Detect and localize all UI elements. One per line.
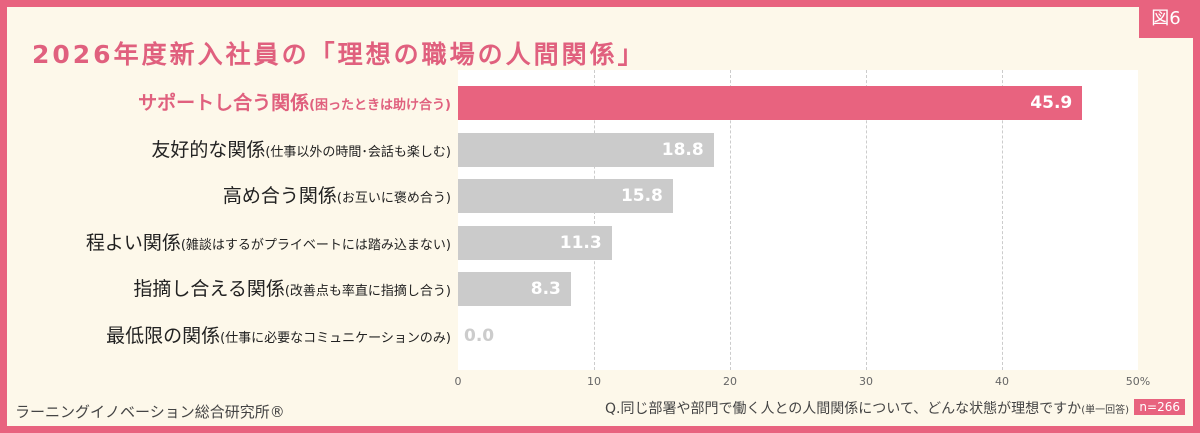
category-main: 友好的な関係	[151, 138, 266, 161]
gridline	[594, 70, 595, 370]
category-sub: (仕事以外の時間･会話も楽しむ)	[265, 144, 451, 160]
bar	[458, 86, 1083, 120]
survey-question: Q.同じ部署や部門で働く人との人間関係について、どんな状態が理想ですか(単一回答…	[605, 398, 1129, 418]
bar	[458, 225, 612, 260]
x-tick-label: 0	[454, 375, 462, 388]
chart-title: 2026年度新入社員の「理想の職場の人間関係」	[32, 40, 646, 69]
source-credit: ラーニングイノベーション総合研究所®	[15, 403, 285, 421]
category-label: 友好的な関係(仕事以外の時間･会話も楽しむ)	[151, 133, 451, 167]
bar	[458, 132, 714, 167]
category-main: 高め合う関係	[222, 185, 337, 208]
data-label: 45.9	[1030, 93, 1073, 113]
category-label: サポートし合う関係(困ったときは助け合う)	[138, 86, 451, 120]
x-tick-label: 50%	[1125, 375, 1151, 388]
x-tick-label: 40	[995, 375, 1009, 388]
category-sub: (困ったときは助け合う)	[309, 98, 451, 113]
category-sub: (雑談はするがプライベートには踏み込まない)	[180, 237, 451, 253]
data-label: 0.0	[464, 326, 495, 346]
question-text: Q.同じ部署や部門で働く人との人間関係について、どんな状態が理想ですか	[604, 401, 1082, 417]
question-note: (単一回答)	[1081, 405, 1129, 416]
category-sub: (お互いに褒め合う)	[336, 191, 451, 207]
chart-frame: 図6 2026年度新入社員の「理想の職場の人間関係」 0 10 20 30 40 50% 4…	[7, 0, 1193, 426]
data-label: 8.3	[530, 279, 561, 300]
category-label: 指摘し合える関係(改善点も率直に指摘し合う)	[133, 272, 451, 306]
category-main: サポートし合う関係	[138, 92, 310, 114]
bar	[458, 179, 673, 214]
data-label: 15.8	[620, 186, 663, 207]
category-label: 最低限の関係(仕事に必要なコミュニケーションのみ)	[106, 319, 451, 353]
plot-area: 0 10 20 30 40 50% 45.9 18.8 15.8 11.3 8.3 0.0	[455, 70, 1150, 388]
gridline	[730, 70, 731, 370]
category-main: 程よい関係	[85, 231, 181, 254]
category-sub: (改善点も率直に指摘し合う)	[284, 284, 451, 300]
sample-size-badge: n=266	[1134, 399, 1185, 415]
bar	[458, 272, 571, 307]
gridline	[866, 70, 867, 370]
data-label: 18.8	[661, 139, 704, 160]
x-tick-label: 30	[859, 375, 873, 388]
category-label: 程よい関係(雑談はするがプライベートには踏み込まない)	[86, 226, 451, 260]
data-label: 11.3	[559, 232, 602, 253]
x-tick-label: 10	[587, 375, 601, 388]
category-sub: (仕事に必要なコミュニケーションのみ)	[220, 331, 451, 346]
figure-label: 図6	[1139, 0, 1193, 38]
category-label: 高め合う関係(お互いに褒め合う)	[223, 179, 451, 213]
category-main: 指摘し合える関係	[133, 278, 285, 301]
category-main: 最低限の関係	[106, 325, 221, 347]
gridline	[1002, 70, 1003, 370]
x-tick-label: 20	[723, 375, 737, 388]
